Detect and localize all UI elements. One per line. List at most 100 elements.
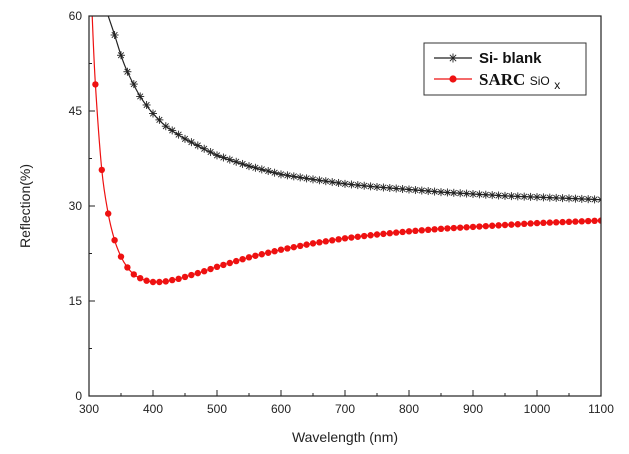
- data-point: [303, 241, 310, 248]
- data-point: [161, 122, 170, 131]
- series-si-blank: [107, 16, 601, 204]
- data-point: [309, 175, 317, 184]
- legend-box: [423, 42, 587, 96]
- data-point: [258, 251, 265, 258]
- data-point: [385, 184, 394, 193]
- data-point: [130, 271, 137, 278]
- data-point: [450, 224, 457, 232]
- data-point: [424, 187, 433, 196]
- data-layer: [91, 16, 601, 286]
- data-point: [353, 181, 362, 190]
- legend-marker: [448, 53, 458, 63]
- data-point: [271, 248, 278, 255]
- y-tick-label: 30: [69, 199, 83, 213]
- data-point: [219, 153, 228, 162]
- data-point: [501, 221, 509, 229]
- data-point: [425, 226, 432, 234]
- data-point: [540, 219, 547, 227]
- legend-label-sarc-sub: SiO: [530, 74, 550, 88]
- data-point: [207, 265, 214, 273]
- data-point: [142, 100, 151, 109]
- data-point: [175, 275, 182, 283]
- data-point: [508, 221, 515, 228]
- data-point: [565, 194, 573, 203]
- data-point: [430, 187, 439, 196]
- data-point: [181, 273, 189, 281]
- data-point: [559, 218, 566, 226]
- data-point: [360, 181, 369, 190]
- x-tick-label: 1000: [524, 402, 551, 416]
- data-point: [379, 183, 388, 192]
- data-point: [169, 276, 176, 284]
- y-tick-label: 15: [69, 294, 83, 308]
- data-point: [174, 130, 183, 139]
- ticks-layer: 300 400 500 600 700 800 900 1000 1100 0 15 30 45 60: [69, 9, 615, 416]
- data-point: [469, 223, 477, 231]
- data-point: [334, 178, 343, 187]
- data-point: [238, 159, 247, 168]
- x-tick-label: 500: [207, 402, 227, 416]
- data-point: [137, 275, 144, 282]
- data-point: [405, 185, 413, 194]
- data-point: [226, 259, 233, 267]
- data-point: [392, 184, 401, 193]
- data-point: [220, 261, 227, 269]
- data-point: [316, 239, 323, 246]
- y-tick-label: 45: [69, 104, 83, 118]
- data-point: [437, 225, 445, 232]
- data-point: [591, 217, 598, 225]
- data-point: [393, 229, 400, 236]
- x-tick-label: 800: [399, 402, 419, 416]
- data-point: [277, 246, 285, 253]
- data-point: [489, 222, 496, 229]
- data-point: [521, 220, 528, 228]
- x-tick-label: 700: [335, 402, 355, 416]
- x-tick-label: 400: [143, 402, 163, 416]
- data-point: [367, 232, 374, 239]
- data-point: [284, 245, 291, 252]
- x-tick-label: 300: [79, 402, 99, 416]
- data-point: [265, 249, 272, 256]
- data-point: [297, 242, 304, 250]
- data-point: [328, 178, 337, 187]
- data-point: [245, 162, 253, 171]
- data-point: [239, 256, 246, 263]
- data-point: [527, 220, 534, 227]
- data-point: [155, 115, 164, 124]
- legend-marker: [449, 75, 457, 83]
- data-point: [302, 174, 311, 183]
- data-point: [194, 269, 201, 277]
- data-point: [482, 222, 489, 230]
- data-point: [476, 223, 483, 230]
- data-point: [111, 237, 118, 244]
- data-point: [495, 222, 502, 229]
- data-point: [585, 217, 592, 225]
- data-point: [545, 193, 554, 202]
- data-point: [553, 219, 560, 226]
- data-point: [168, 126, 177, 135]
- data-point: [417, 186, 426, 195]
- data-point: [149, 109, 157, 118]
- data-point: [449, 188, 458, 197]
- data-point: [149, 278, 157, 286]
- data-point: [315, 176, 324, 185]
- data-point: [444, 225, 451, 232]
- data-point: [329, 237, 336, 244]
- legend-label-sarc-siox: SARC SiO x: [479, 70, 560, 92]
- legend-label-sarc-main: SARC: [479, 70, 525, 89]
- data-point: [188, 271, 195, 279]
- data-point: [309, 240, 317, 247]
- data-point: [411, 186, 420, 195]
- data-point: [206, 148, 215, 157]
- data-point: [143, 277, 150, 284]
- data-point: [457, 224, 464, 231]
- data-point: [136, 92, 145, 101]
- data-point: [187, 138, 196, 147]
- data-point: [213, 263, 221, 270]
- data-point: [233, 257, 240, 265]
- data-point: [200, 144, 209, 153]
- data-point: [431, 226, 438, 233]
- data-point: [92, 81, 99, 88]
- data-point: [105, 210, 112, 217]
- data-point: [232, 157, 241, 166]
